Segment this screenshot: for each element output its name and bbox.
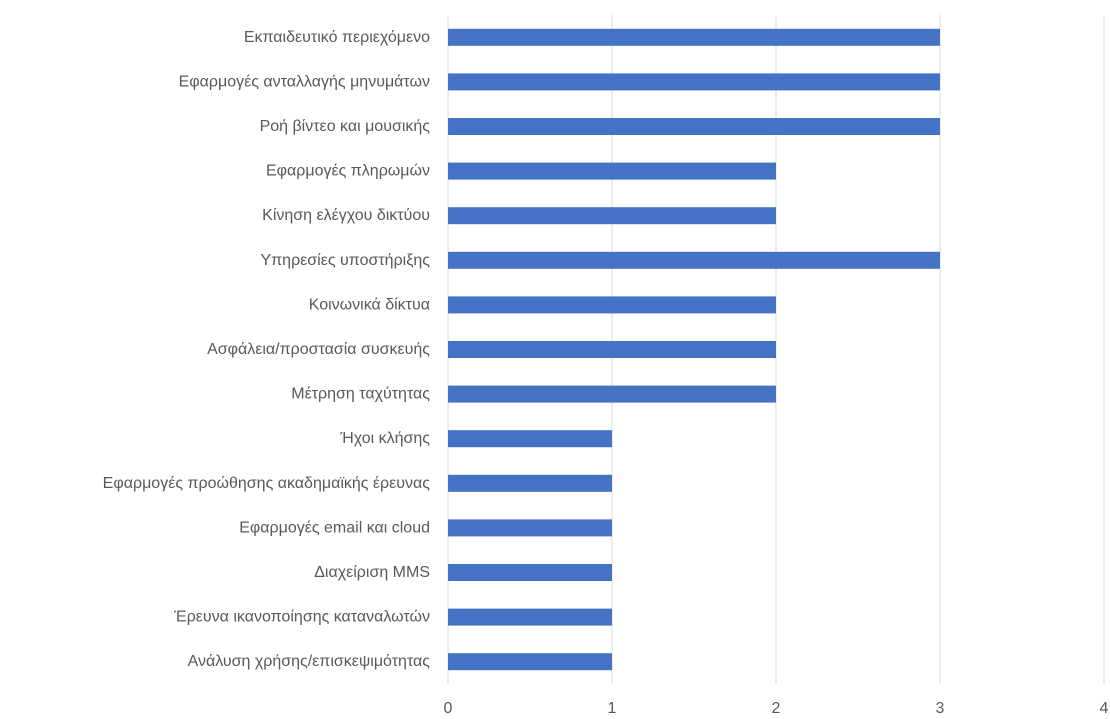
- bar: [448, 519, 612, 537]
- x-tick-label: 2: [772, 700, 781, 717]
- category-label: Εφαρμογές πληρωμών: [266, 163, 430, 180]
- category-label: Εφαρμογές ανταλλαγής μηνυμάτων: [179, 73, 430, 90]
- category-label: Υπηρεσίες υποστήριξης: [260, 252, 430, 269]
- x-tick-labels: 0 1 2 3 4: [444, 700, 1109, 717]
- bar: [448, 341, 776, 358]
- category-label: Εφαρμογές email και cloud: [239, 519, 430, 536]
- category-label: Ανάλυση χρήσης/επισκεψιμότητας: [188, 653, 431, 670]
- x-tick-label: 0: [444, 700, 453, 717]
- bar: [448, 474, 612, 492]
- bar: [448, 28, 940, 46]
- category-label: Εκπαιδευτικό περιεχόμενο: [244, 29, 430, 46]
- bar: [448, 118, 940, 135]
- bar: [448, 251, 940, 269]
- category-label: Ήχοι κλήσης: [339, 430, 430, 447]
- x-tick-label: 1: [608, 700, 617, 717]
- bar: [448, 608, 612, 626]
- bar: [448, 73, 940, 91]
- bar: [448, 385, 776, 403]
- category-label: Ασφάλεια/προστασία συσκευής: [207, 341, 430, 358]
- bars: [448, 28, 940, 671]
- bar: [448, 430, 612, 448]
- bar: [448, 653, 612, 671]
- category-label: Κοινωνικά δίκτυα: [309, 296, 430, 313]
- category-label: Έρευνα ικανοποίησης καταναλωτών: [173, 609, 430, 626]
- x-tick-label: 3: [936, 700, 945, 717]
- bar: [448, 162, 776, 180]
- category-label: Κίνηση ελέγχου δικτύου: [262, 207, 430, 224]
- bar: [448, 207, 776, 225]
- category-label: Διαχείριση MMS: [314, 564, 430, 581]
- category-label: Μέτρηση ταχύτητας: [291, 386, 430, 403]
- category-label: Εφαρμογές προώθησης ακαδημαϊκής έρευνας: [103, 475, 431, 492]
- x-tick-label: 4: [1100, 700, 1109, 717]
- bar: [448, 564, 612, 581]
- category-labels: Εκπαιδευτικό περιεχόμενο Εφαρμογές ανταλλ…: [103, 29, 431, 670]
- bar: [448, 296, 776, 314]
- category-label: Ροή βίντεο και μουσικής: [260, 118, 431, 135]
